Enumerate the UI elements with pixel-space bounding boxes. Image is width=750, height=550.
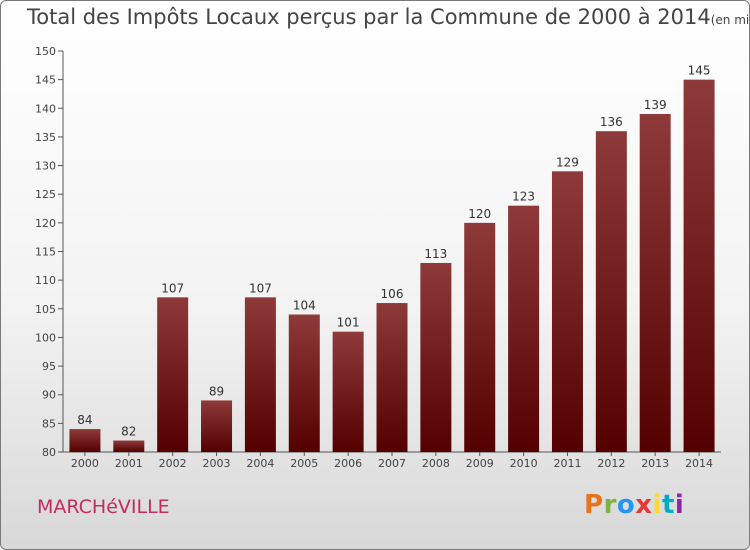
- logo-letter: x: [635, 490, 653, 520]
- bar-2006: [332, 331, 364, 452]
- value-label-2008: 113: [424, 247, 447, 261]
- logo-letter: i: [652, 490, 662, 520]
- value-label-2010: 123: [512, 190, 535, 204]
- x-tick-label: 2005: [290, 457, 318, 470]
- y-tick-label: 110: [35, 274, 56, 287]
- bar-2003: [201, 400, 233, 452]
- bar-2011: [551, 171, 583, 453]
- x-tick-label: 2007: [378, 457, 406, 470]
- axes: 80 85 90 95 100 105 110 115 120 125 130 135 140 145 15…: [35, 45, 721, 459]
- y-tick-label: 115: [35, 246, 56, 259]
- commune-name: MARCHéVILLE: [37, 496, 170, 518]
- x-tick-label: 2001: [115, 457, 143, 470]
- labels-group: 2000 84 2001 82 2002 107 2003 89 2004 107 2005 104 2…: [71, 64, 713, 470]
- value-label-2001: 82: [121, 425, 136, 439]
- y-tick-label: 130: [35, 160, 56, 173]
- value-label-2005: 104: [293, 299, 316, 313]
- x-tick-label: 2000: [71, 457, 99, 470]
- x-tick-label: 2009: [466, 457, 494, 470]
- logo-letter: o: [616, 490, 636, 520]
- value-label-2013: 139: [644, 98, 667, 112]
- bar-2007: [376, 303, 408, 452]
- value-label-2003: 89: [209, 384, 224, 398]
- x-tick-label: 2014: [685, 457, 713, 470]
- y-tick-label: 120: [35, 217, 56, 230]
- bar-2014: [683, 79, 715, 453]
- value-label-2000: 84: [77, 413, 92, 427]
- bar-2008: [420, 262, 452, 452]
- value-label-2014: 145: [688, 64, 711, 78]
- y-tick-label: 150: [35, 45, 56, 58]
- value-label-2007: 106: [381, 287, 404, 301]
- x-tick-label: 2010: [510, 457, 538, 470]
- chart-unit: (en milliers d'€): [710, 13, 750, 27]
- bars-group: [69, 79, 715, 453]
- bar-2001: [113, 440, 145, 452]
- logo-letter: P: [584, 490, 604, 520]
- y-tick-label: 85: [42, 417, 56, 430]
- proxiti-logo: Proxiti: [584, 490, 684, 520]
- chart-title: Total des Impôts Locaux perçus par la Co…: [27, 5, 711, 29]
- y-tick-label: 80: [42, 446, 56, 459]
- bar-2009: [464, 222, 496, 452]
- bar-2013: [639, 114, 671, 452]
- logo-letter: t: [661, 490, 675, 520]
- x-tick-label: 2013: [641, 457, 669, 470]
- chart-title-block: Total des Impôts Locaux perçus par la Co…: [27, 5, 750, 29]
- value-label-2002: 107: [161, 281, 184, 295]
- bar-2004: [244, 297, 276, 452]
- bar-2002: [157, 297, 189, 452]
- value-label-2011: 129: [556, 155, 579, 169]
- x-tick-label: 2004: [246, 457, 274, 470]
- value-label-2004: 107: [249, 281, 272, 295]
- value-label-2009: 120: [468, 207, 491, 221]
- bar-2010: [508, 205, 540, 452]
- x-tick-label: 2006: [334, 457, 362, 470]
- y-tick-label: 140: [35, 102, 56, 115]
- bar-2012: [595, 131, 627, 452]
- value-label-2006: 101: [337, 316, 360, 330]
- y-tick-label: 135: [35, 131, 56, 144]
- y-tick-label: 90: [42, 389, 56, 402]
- bar-2000: [69, 429, 101, 452]
- x-tick-label: 2008: [422, 457, 450, 470]
- y-tick-label: 95: [42, 360, 56, 373]
- y-tick-label: 100: [35, 331, 56, 344]
- x-tick-label: 2003: [203, 457, 231, 470]
- x-tick-label: 2011: [553, 457, 581, 470]
- logo-letter: r: [603, 490, 617, 520]
- x-tick-label: 2002: [159, 457, 187, 470]
- y-tick-label: 125: [35, 188, 56, 201]
- value-label-2012: 136: [600, 115, 623, 129]
- y-tick-label: 145: [35, 74, 56, 87]
- bar-2005: [288, 314, 320, 452]
- logo-letter: i: [674, 490, 685, 520]
- x-tick-label: 2012: [597, 457, 625, 470]
- y-tick-label: 105: [35, 303, 56, 316]
